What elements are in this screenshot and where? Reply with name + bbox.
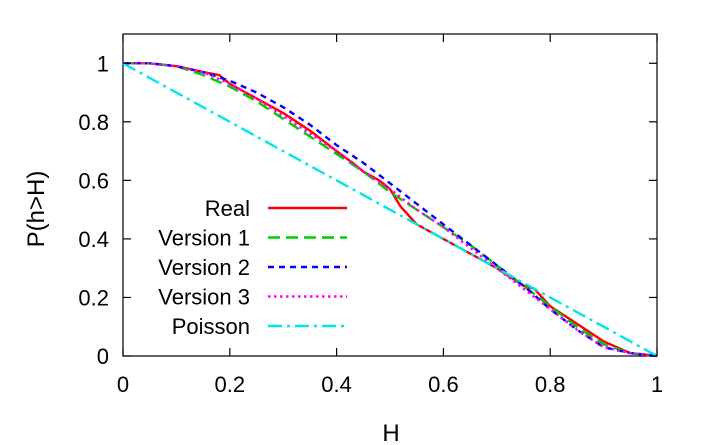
series-line-version-3 xyxy=(123,62,658,358)
plot-frame xyxy=(122,33,658,357)
series-layer xyxy=(122,62,658,358)
x-tick-label: 0.8 xyxy=(535,372,566,397)
y-tick-label: 0.6 xyxy=(78,168,109,193)
legend-label-real: Real xyxy=(205,196,250,221)
axis-layer: 0 0.2 0.4 0.6 0.8 1 0 0.2 0.4 0.6 0.8 1 xyxy=(78,34,663,397)
legend: Real Version 1 Version 2 Version 3 Poisson xyxy=(158,196,347,339)
legend-label-version-2: Version 2 xyxy=(158,255,250,280)
y-tick-label: 0 xyxy=(97,344,109,369)
series-line-version-1 xyxy=(123,62,658,358)
x-tick-label: 0 xyxy=(117,372,129,397)
y-tick-label: 1 xyxy=(97,51,109,76)
x-tick-label: 1 xyxy=(651,372,663,397)
legend-label-version-1: Version 1 xyxy=(158,226,250,251)
x-tick-label: 0.2 xyxy=(215,372,246,397)
series-line-poisson xyxy=(122,62,658,358)
y-tick-label: 0.4 xyxy=(78,227,109,252)
plot-area xyxy=(122,33,658,357)
legend-label-poisson: Poisson xyxy=(172,314,250,339)
x-tick-label: 0.4 xyxy=(321,372,352,397)
y-tick-label: 0.2 xyxy=(78,285,109,310)
y-axis-title: P(h>H) xyxy=(23,171,50,248)
y-tick-label: 0.8 xyxy=(78,110,109,135)
x-tick-label: 0.6 xyxy=(428,372,459,397)
x-axis-title: H xyxy=(382,420,399,445)
legend-label-version-3: Version 3 xyxy=(158,285,250,310)
